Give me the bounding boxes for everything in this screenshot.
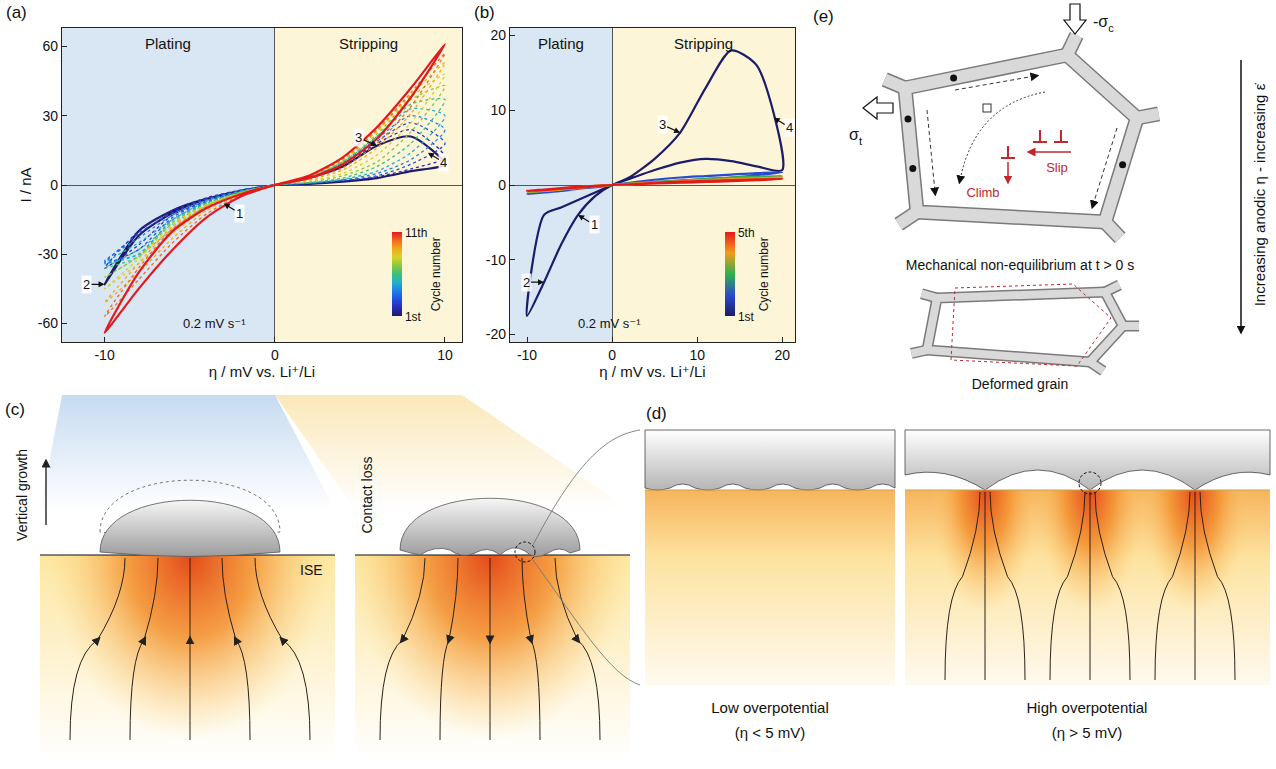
svg-text:Contact loss: Contact loss [359, 456, 375, 533]
svg-text:Mechanical non-equilibrium at: Mechanical non-equilibrium at t > 0 s [906, 257, 1134, 273]
svg-text:Plating: Plating [538, 35, 584, 52]
svg-text:20: 20 [490, 27, 506, 43]
svg-text:5th: 5th [738, 226, 755, 240]
svg-text:4: 4 [440, 155, 447, 170]
svg-text:(d): (d) [646, 404, 667, 423]
svg-text:Plating: Plating [145, 35, 191, 52]
svg-text:(c): (c) [5, 400, 25, 419]
svg-text:High overpotential: High overpotential [1027, 699, 1148, 716]
svg-text:I / nA: I / nA [17, 167, 34, 202]
svg-text:Stripping: Stripping [339, 35, 398, 52]
svg-text:10: 10 [689, 347, 705, 363]
svg-text:Deformed grain: Deformed grain [972, 376, 1069, 392]
svg-text:-10: -10 [94, 347, 114, 363]
svg-text:2: 2 [523, 275, 530, 290]
svg-text:0: 0 [608, 347, 616, 363]
svg-text:Increasing anodic η - increasi: Increasing anodic η - increasing ε̇ [1251, 83, 1268, 307]
svg-text:-60: -60 [38, 315, 58, 331]
svg-text:(η < 5 mV): (η < 5 mV) [735, 724, 805, 741]
svg-text:Slip: Slip [1046, 160, 1068, 175]
svg-text:11th: 11th [405, 226, 427, 240]
svg-text:Cycle number: Cycle number [757, 237, 771, 311]
svg-text:-σc: -σc [1093, 13, 1114, 34]
svg-text:-10: -10 [486, 252, 506, 268]
svg-text:0.2 mV s⁻¹: 0.2 mV s⁻¹ [578, 316, 641, 331]
svg-text:-10: -10 [517, 347, 537, 363]
svg-text:0.2 mV s⁻¹: 0.2 mV s⁻¹ [183, 316, 246, 331]
svg-text:4: 4 [786, 120, 793, 135]
svg-text:σt: σt [849, 126, 863, 147]
svg-text:η / mV vs. Li⁺/Li: η / mV vs. Li⁺/Li [599, 363, 705, 380]
svg-text:0: 0 [498, 177, 506, 193]
svg-text:Stripping: Stripping [674, 35, 733, 52]
svg-text:1: 1 [591, 217, 598, 232]
svg-text:60: 60 [42, 38, 58, 54]
svg-text:0: 0 [271, 347, 279, 363]
html-text:(b): (b) [474, 3, 495, 22]
svg-text:(e): (e) [813, 7, 834, 26]
svg-text:η / mV vs. Li⁺/Li: η / mV vs. Li⁺/Li [209, 363, 315, 380]
svg-text:10: 10 [490, 102, 506, 118]
svg-text:1st: 1st [405, 310, 422, 324]
svg-text:10: 10 [437, 347, 453, 363]
svg-text:30: 30 [42, 108, 58, 124]
svg-text:-20: -20 [486, 326, 506, 342]
svg-text:ISE: ISE [300, 562, 323, 578]
svg-text:3: 3 [659, 117, 666, 132]
svg-text:Low overpotential: Low overpotential [711, 699, 829, 716]
svg-text:(η > 5 mV): (η > 5 mV) [1052, 724, 1122, 741]
html-text:(a): (a) [6, 3, 27, 22]
svg-text:1: 1 [236, 206, 243, 221]
svg-text:2: 2 [83, 277, 90, 292]
svg-text:Cycle number: Cycle number [429, 237, 443, 311]
svg-text:Vertical growth: Vertical growth [14, 449, 30, 541]
svg-text:Climb: Climb [966, 185, 999, 200]
svg-text:-30: -30 [38, 246, 58, 262]
svg-text:0: 0 [50, 177, 58, 193]
svg-text:1st: 1st [738, 310, 755, 324]
svg-text:20: 20 [774, 347, 790, 363]
svg-text:3: 3 [355, 130, 362, 145]
